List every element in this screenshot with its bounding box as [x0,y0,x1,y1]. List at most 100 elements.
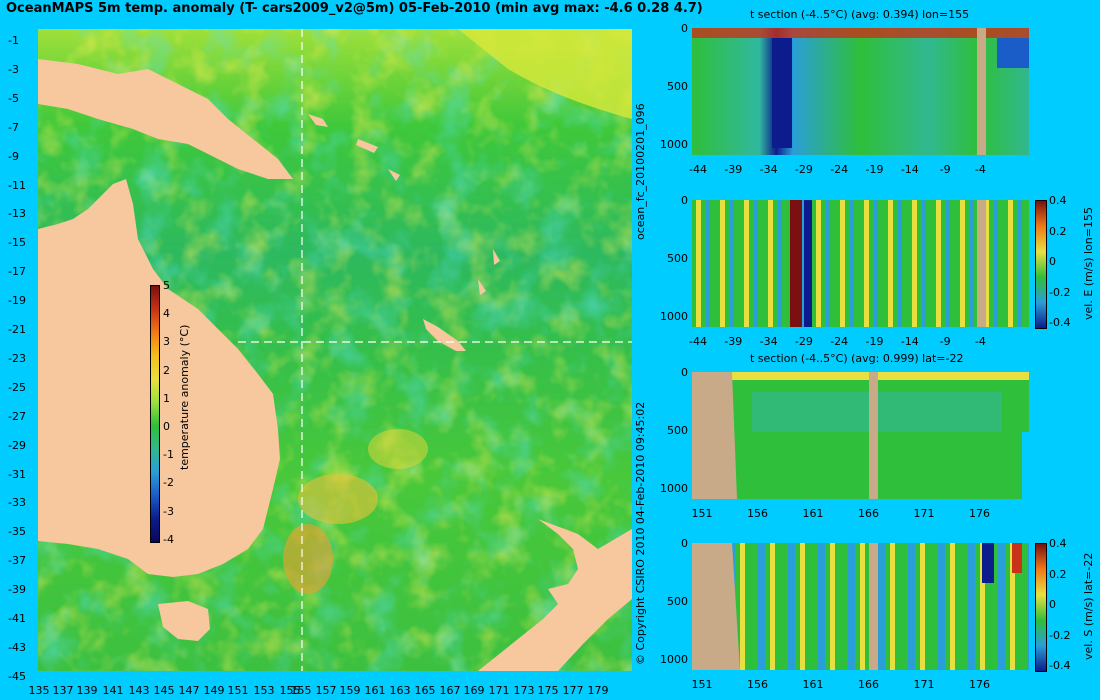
lon-tick-label: 139 [76,684,98,697]
lon-tick-label: 137 [52,684,74,697]
lon-tick-label: 135 [28,684,50,697]
section-panel-3[interactable] [692,372,1029,499]
new-caledonia-land [423,319,466,351]
p4-x-tick: 176 [969,678,990,691]
p2-y-tick: 500 [667,252,688,265]
p3-y-tick: 500 [667,424,688,437]
p3-x-tick: 161 [802,507,824,520]
lat-tick-label: -35 [8,525,26,539]
p2-x-tick: -29 [794,335,813,348]
colorbar-tick: 1 [163,391,170,405]
lat-tick-label: -1 [8,34,19,47]
lat-tick-label: -17 [8,265,26,279]
lat-tick-label: -31 [8,467,26,481]
lon-tick-label: 141 [102,684,124,697]
lat-tick-label: -9 [8,149,19,163]
p4-y-tick: 500 [667,595,688,608]
p1-x-tick: -4 [974,163,986,176]
lon-tick-label: 145 [153,684,175,697]
colorbar-tick: -2 [163,476,174,490]
p1-y-tick: 500 [667,80,688,93]
vel-e-colorbar [1035,200,1047,329]
colorbar-tick: -3 [163,504,174,518]
p1-x-tick: -39 [724,163,743,176]
p1-y-tick: 1000 [660,138,688,151]
p2-cb-tick: -0.2 [1049,285,1071,299]
p2-cb-tick: 0.4 [1049,194,1067,207]
p4-x-tick: 171 [913,678,935,691]
lat-tick-label: -43 [8,640,26,654]
lat-tick-label: -41 [8,612,26,625]
lon-tick-label: 175 [537,684,559,697]
section-panel-2[interactable] [692,200,1029,327]
colorbar-tick: 2 [163,363,170,377]
lon-tick-label: 163 [389,684,411,697]
p3-x-tick: 151 [691,507,713,520]
lat-tick-label: -25 [8,380,26,394]
lat-tick-label: -11 [8,178,26,192]
p3-x-tick: 176 [969,507,990,520]
p3-x-tick: 171 [913,507,935,520]
lat-tick-label: -19 [8,294,26,308]
lon-tick-label: 151 [227,684,249,697]
p2-y-tick: 1000 [660,310,688,323]
p1-x-tick: -9 [939,163,951,176]
colorbar-tick: 4 [163,307,170,321]
section-panel-1[interactable] [692,28,1029,155]
p1-x-tick: -34 [759,163,778,176]
p3-x-tick: 166 [858,507,879,520]
p2-cb-tick: -0.4 [1049,316,1071,329]
p4-x-tick: 161 [802,678,824,691]
p2-x-tick: -34 [759,335,778,348]
lat-tick-label: -23 [8,351,26,365]
p2-y-tick: 0 [681,194,688,207]
section-panel-4[interactable] [692,543,1029,670]
colorbar-tick: 3 [163,335,170,349]
p2-x-tick: -39 [724,335,743,348]
lat-tick-label: -5 [8,91,19,105]
p4-cb-tick: 0.2 [1049,567,1067,581]
lat-tick-label: -37 [8,554,26,568]
lat-tick-label: -29 [8,438,26,452]
p2-x-tick: -44 [689,335,707,348]
tasmania-land [158,601,210,641]
lat-tick-label: -13 [8,207,26,221]
p2-x-tick: -4 [974,335,986,348]
p4-cb-tick: 0 [1049,598,1056,611]
page-title: OceanMAPS 5m temp. anomaly (T- cars2009_… [6,1,703,16]
lat-tick-label: -45 [8,669,26,683]
colorbar-label: temperature anomaly (°C) [178,324,191,470]
lon-tick-label: 143 [128,684,150,697]
lat-tick-label: -21 [8,323,26,336]
lon-tick-label: 155 [290,684,312,697]
run-id-label: ocean_fc_20100201_096 [634,103,647,240]
p4-cb-tick: 0.4 [1049,537,1067,550]
p1-x-tick: -24 [830,163,849,176]
p4-y-tick: 1000 [660,653,688,666]
lon-tick-label: 147 [178,684,200,697]
p4-cb-tick: -0.4 [1049,659,1071,672]
p2-cb-tick: 0.2 [1049,224,1067,238]
temperature-anomaly-map[interactable] [38,29,632,671]
new-guinea-land [38,59,293,179]
p4-cb-tick: -0.2 [1049,628,1071,642]
lon-tick-label: 169 [463,684,485,697]
lon-tick-label: 167 [439,684,461,697]
lon-tick-label: 149 [203,684,225,697]
p2-x-tick: -9 [939,335,951,348]
vel-s-label: vel. S (m/s) lat=-22 [1082,552,1095,660]
p2-x-tick: -14 [900,335,919,348]
lat-tick-label: -15 [8,236,26,250]
lon-tick-label: 155 [279,684,301,697]
lat-tick-label: -33 [8,496,26,510]
p4-x-tick: 151 [691,678,713,691]
p1-x-tick: -19 [865,163,884,176]
copyright-label: © Copyright CSIRO 2010 04-Feb-2010 09:45… [634,401,647,665]
p3-y-tick: 1000 [660,482,688,495]
lon-tick-label: 173 [513,684,535,697]
colorbar-tick: -4 [163,532,174,546]
colorbar-tick: -1 [163,448,174,462]
p3-y-tick: 0 [681,366,688,379]
p3-x-tick: 156 [747,507,768,520]
lon-tick-label: 171 [488,684,510,697]
